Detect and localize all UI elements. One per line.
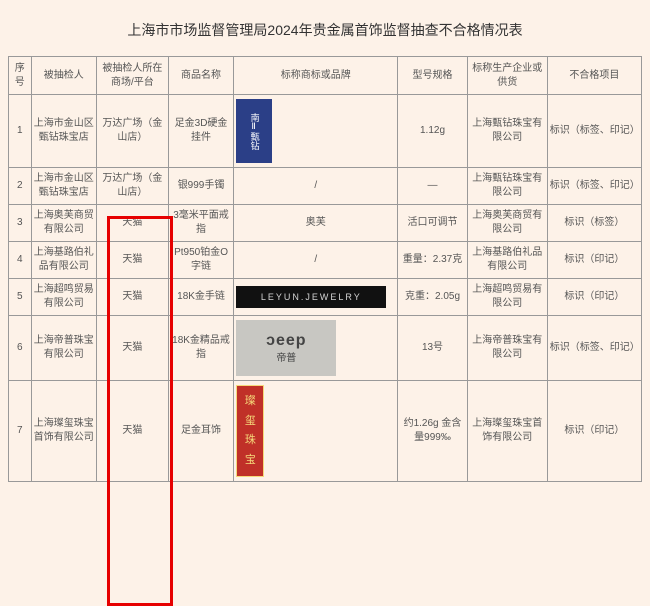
table-row: 1上海市金山区 甄钻珠宝店万达广场（金山店）足金3D硬金挂件南Ⅱ甄钻 1.12g上… [9,95,642,168]
header-entity: 被抽检人 [31,57,97,95]
header-seq: 序号 [9,57,32,95]
cell-defect: 标识（标签、印记） [547,95,641,168]
cell-supplier: 上海甄钻珠宝有限公司 [467,95,547,168]
cell-spec: 13号 [398,316,468,381]
brand-image: 南Ⅱ甄钻 [236,99,272,163]
cell-entity: 上海市金山区 甄钻珠宝店 [31,95,97,168]
cell-entity: 上海帝普珠宝有限公司 [31,316,97,381]
cell-mall: 万达广场（金山店） [97,168,169,205]
cell-spec: 1.12g [398,95,468,168]
cell-defect: 标识（标签、印记） [547,168,641,205]
brand-image: 璨玺珠宝 [236,385,264,477]
cell-brand: 璨玺珠宝 [234,381,398,482]
cell-product: 足金耳饰 [168,381,234,482]
cell-supplier: 上海帝普珠宝有限公司 [467,316,547,381]
cell-brand: / [234,168,398,205]
cell-mall: 天猫 [97,242,169,279]
brand-image: LEYUN.JEWELRY [236,286,386,308]
cell-supplier: 上海超鸣贸易有限公司 [467,279,547,316]
cell-product: 18K金精品戒指 [168,316,234,381]
cell-supplier: 上海奥芙商贸有限公司 [467,205,547,242]
cell-defect: 标识（标签） [547,205,641,242]
cell-brand: LEYUN.JEWELRY [234,279,398,316]
cell-supplier: 上海甄钻珠宝有限公司 [467,168,547,205]
cell-entity: 上海市金山区 甄钻珠宝店 [31,168,97,205]
cell-entity: 上海超鸣贸易有限公司 [31,279,97,316]
cell-brand: ɔeep帝普 [234,316,398,381]
table-row: 5上海超鸣贸易有限公司天猫18K金手链LEYUN.JEWELRY克重：2.05g… [9,279,642,316]
brand-text: 奥芙 [306,217,326,228]
cell-entity: 上海奥芙商贸有限公司 [31,205,97,242]
cell-mall: 天猫 [97,381,169,482]
cell-seq: 5 [9,279,32,316]
header-spec: 型号规格 [398,57,468,95]
header-mall: 被抽检人所在商场/平台 [97,57,169,95]
table-row: 7上海璨玺珠宝首饰有限公司天猫足金耳饰璨玺珠宝约1.26g 金含量999‰上海璨… [9,381,642,482]
cell-mall: 天猫 [97,205,169,242]
cell-brand: / [234,242,398,279]
cell-mall: 天猫 [97,316,169,381]
cell-brand: 南Ⅱ甄钻 [234,95,398,168]
cell-supplier: 上海璨玺珠宝首饰有限公司 [467,381,547,482]
cell-seq: 4 [9,242,32,279]
table-row: 4上海基路伯礼品有限公司天猫Pt950铂金O字链/重量：2.37克上海基路伯礼品… [9,242,642,279]
page-title: 上海市市场监督管理局2024年贵金属首饰监督抽查不合格情况表 [8,8,642,56]
inspection-table: 序号 被抽检人 被抽检人所在商场/平台 商品名称 标称商标或品牌 型号规格 标称… [8,56,642,482]
cell-entity: 上海基路伯礼品有限公司 [31,242,97,279]
cell-product: 18K金手链 [168,279,234,316]
cell-product: 3毫米平面戒指 [168,205,234,242]
brand-text: / [314,180,317,191]
cell-product: Pt950铂金O字链 [168,242,234,279]
header-brand: 标称商标或品牌 [234,57,398,95]
cell-spec: 活口可调节 [398,205,468,242]
table-row: 6上海帝普珠宝有限公司天猫18K金精品戒指ɔeep帝普13号上海帝普珠宝有限公司… [9,316,642,381]
cell-defect: 标识（印记） [547,381,641,482]
header-supplier: 标称生产企业或供货 [467,57,547,95]
cell-defect: 标识（标签、印记） [547,316,641,381]
cell-seq: 6 [9,316,32,381]
cell-product: 银999手镯 [168,168,234,205]
cell-mall: 天猫 [97,279,169,316]
cell-seq: 1 [9,95,32,168]
cell-defect: 标识（印记） [547,279,641,316]
table-wrapper: 序号 被抽检人 被抽检人所在商场/平台 商品名称 标称商标或品牌 型号规格 标称… [8,56,642,482]
cell-brand: 奥芙 [234,205,398,242]
header-defect: 不合格项目 [547,57,641,95]
table-row: 2上海市金山区 甄钻珠宝店万达广场（金山店）银999手镯 / —上海甄钻珠宝有限公司… [9,168,642,205]
cell-spec: — [398,168,468,205]
header-row: 序号 被抽检人 被抽检人所在商场/平台 商品名称 标称商标或品牌 型号规格 标称… [9,57,642,95]
cell-entity: 上海璨玺珠宝首饰有限公司 [31,381,97,482]
cell-seq: 3 [9,205,32,242]
cell-defect: 标识（印记） [547,242,641,279]
table-row: 3上海奥芙商贸有限公司天猫3毫米平面戒指奥芙活口可调节上海奥芙商贸有限公司标识（… [9,205,642,242]
cell-spec: 约1.26g 金含量999‰ [398,381,468,482]
cell-product: 足金3D硬金挂件 [168,95,234,168]
cell-mall: 万达广场（金山店） [97,95,169,168]
cell-seq: 2 [9,168,32,205]
cell-spec: 重量：2.37克 [398,242,468,279]
cell-spec: 克重：2.05g [398,279,468,316]
brand-image: ɔeep帝普 [236,320,336,376]
header-product: 商品名称 [168,57,234,95]
cell-seq: 7 [9,381,32,482]
cell-supplier: 上海基路伯礼品有限公司 [467,242,547,279]
brand-text: / [314,254,317,265]
